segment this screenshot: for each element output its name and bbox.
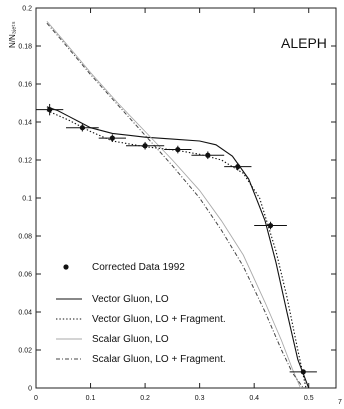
y-tick-label: 0.06 [18,272,32,279]
y-tick-label: 0.04 [18,310,32,317]
series-line-1 [46,110,307,389]
legend-label-data: Corrected Data 1992 [92,262,185,273]
y-tick-label: 0.2 [22,6,32,13]
legend: Corrected Data 1992 Vector Gluon, LO Vecto… [56,262,226,365]
x-tick-label: 0.3 [195,395,205,402]
data-point [47,107,53,113]
x-tick-label: 0.1 [86,395,96,402]
legend-marker-data [63,264,69,270]
legend-label-0: Vector Gluon, LO [92,294,169,305]
data-point [267,222,274,229]
y-axis-ticks: 0 0.02 0.04 0.06 0.08 0.1 0.12 0.14 0.16 0.18 0.2 [18,6,336,393]
y-tick-label: 0 [28,386,32,393]
x-tick-label: 0.2 [140,395,150,402]
legend-label-3: Scalar Gluon, LO + Fragment. [92,354,226,365]
y-tick-label: 0.18 [18,44,32,51]
legend-label-1: Vector Gluon, LO + Fragment. [92,314,226,325]
y-tick-label: 0.02 [18,348,32,355]
data-point [235,164,241,170]
data-point [300,369,306,375]
data-points [36,103,317,375]
model-curves [46,21,310,389]
y-tick-label: 0.12 [18,158,32,165]
y-tick-label: 0.16 [18,82,32,89]
x-tick-label: 0 [34,395,38,402]
x-axis-symbol: 7 [338,399,342,406]
data-point [175,146,181,153]
data-point [79,125,85,131]
data-point [142,143,148,149]
y-axis-title: N/N₃ⱼₑₜₛ [8,21,17,48]
y-tick-label: 0.14 [18,120,32,127]
x-axis-ticks: 0 0.1 0.2 0.3 0.4 0.5 [34,8,314,402]
x-tick-label: 0.4 [249,395,259,402]
data-point [205,152,211,158]
y-tick-label: 0.08 [18,234,32,241]
experiment-label: ALEPH [281,35,327,51]
series-line-3 [46,22,304,389]
data-point [109,135,115,141]
y-tick-label: 0.1 [22,196,32,203]
series-line-2 [46,21,301,389]
series-line-0 [46,106,310,389]
legend-label-2: Scalar Gluon, LO [92,334,169,345]
x-tick-label: 0.5 [304,395,314,402]
